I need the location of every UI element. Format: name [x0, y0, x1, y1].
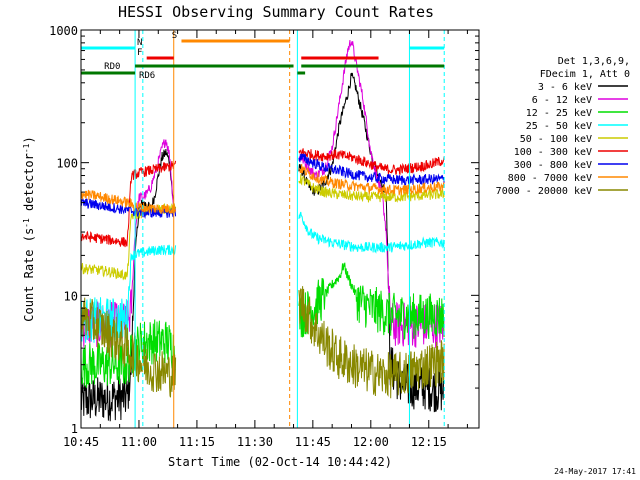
legend-label-7: 300 - 800 keV [514, 160, 592, 171]
legend-label-8: 800 - 7000 keV [508, 173, 592, 184]
y-tick-label: 10 [64, 289, 78, 303]
flag-layer: N S F RD0 RD6 [81, 31, 445, 81]
legend-header-line-2: FDecim 1, Att 0 [540, 69, 630, 80]
legend: Det 1,3,6,9, FDecim 1, Att 0 3 - 6 keV 6 … [496, 56, 630, 197]
y-axis: 1 10 100 1000 [49, 24, 479, 436]
series-line-4 [80, 211, 445, 344]
y-tick-label: 100 [56, 157, 78, 171]
x-axis-label: Start Time (02-Oct-14 10:44:42) [168, 455, 392, 469]
series-line-9 [80, 286, 445, 399]
x-tick-label: 11:15 [179, 435, 215, 449]
x-tick-label: 11:30 [237, 435, 273, 449]
footer-date: 24-May-2017 17:41 [554, 467, 636, 476]
legend-items: 3 - 6 keV 6 - 12 keV 12 - 25 keV 25 - 50 ke… [496, 82, 628, 197]
flag-label-rd0: RD0 [104, 62, 120, 72]
x-tick-label: 11:45 [295, 435, 331, 449]
x-tick-label: 11:00 [121, 435, 157, 449]
legend-label-2: 6 - 12 keV [532, 95, 592, 106]
legend-header-line-1: Det 1,3,6,9, [558, 56, 630, 67]
y-tick-label: 1 [71, 422, 78, 436]
flag-label-s: S [172, 31, 177, 41]
x-axis: 10:45 11:00 11:15 11:30 11:45 12:00 12:15 [63, 30, 468, 449]
legend-label-6: 100 - 300 keV [514, 147, 592, 158]
chart-title: HESSI Observing Summary Count Rates [118, 3, 434, 21]
flag-label-rd6: RD6 [139, 71, 155, 81]
legend-label-9: 7000 - 20000 keV [496, 186, 592, 197]
flag-label-f: F [137, 48, 142, 58]
plot-frame [80, 29, 480, 429]
y-axis-label: Count Rate (s-1 detector-1) [22, 136, 36, 321]
flag-label-n: N [137, 38, 142, 48]
legend-label-5: 50 - 100 keV [520, 134, 592, 145]
series-line-8 [80, 163, 445, 214]
y-tick-label: 1000 [49, 24, 78, 38]
series-line-7 [80, 153, 445, 219]
legend-label-1: 3 - 6 keV [538, 82, 592, 93]
legend-label-4: 25 - 50 keV [526, 121, 592, 132]
x-tick-label: 12:15 [411, 435, 447, 449]
x-tick-label: 12:00 [353, 435, 389, 449]
series-layer [80, 40, 445, 422]
x-tick-label: 10:45 [63, 435, 99, 449]
series-line-6 [80, 148, 445, 248]
legend-label-3: 12 - 25 keV [526, 108, 592, 119]
